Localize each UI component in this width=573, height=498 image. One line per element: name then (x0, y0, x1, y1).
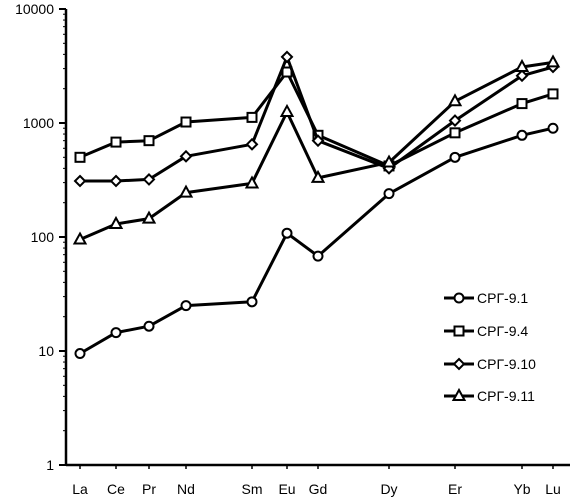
data-point (280, 50, 294, 64)
data-point (72, 231, 88, 245)
legend-label: СРГ-9.10 (477, 356, 536, 372)
data-point (447, 93, 463, 107)
data-point (514, 58, 530, 72)
data-point (281, 227, 293, 239)
legend-marker (452, 357, 466, 371)
legend-label: СРГ-9.4 (477, 323, 528, 339)
x-tick-label: Gd (309, 481, 328, 497)
data-point (143, 320, 155, 332)
data-point (142, 172, 156, 186)
x-tick-label: Sm (242, 481, 263, 497)
x-tick-label: Yb (513, 481, 530, 497)
legend-marker (453, 325, 465, 337)
data-point (515, 69, 529, 83)
data-point (449, 151, 461, 163)
data-point (246, 296, 258, 308)
data-point (448, 114, 462, 127)
legend-label: СРГ-9.11 (477, 388, 535, 404)
data-point (310, 169, 326, 183)
series-line (80, 55, 554, 183)
y-tick-label: 100 (31, 229, 55, 245)
legend-label: СРГ-9.1 (477, 290, 528, 306)
data-point (110, 327, 122, 339)
data-point (545, 54, 561, 68)
x-tick-label: Ce (107, 481, 125, 497)
data-point (245, 137, 259, 151)
data-point (383, 188, 395, 200)
data-point (311, 134, 325, 148)
data-point (108, 215, 124, 230)
data-point (143, 135, 155, 147)
data-point (246, 111, 258, 123)
axes: 1 10 100 1000 10000 La Ce Pr Nd Sm Eu Gd Dy Er Yb Lu (15, 1, 570, 497)
legend: СРГ-9.1 СРГ-9.4 СРГ-9.10 СРГ-9.11 (444, 290, 536, 404)
data-point (180, 300, 192, 312)
series-4 (72, 54, 561, 245)
data-point (74, 348, 86, 360)
data-point (179, 149, 193, 163)
legend-item: СРГ-9.11 (444, 387, 535, 404)
data-point (73, 174, 87, 188)
series-2 (74, 66, 559, 172)
y-tick-label: 1 (46, 457, 54, 473)
legend-item: СРГ-9.10 (444, 356, 536, 372)
data-point (180, 116, 192, 128)
legend-item: СРГ-9.4 (444, 323, 528, 339)
series-1 (74, 122, 559, 360)
x-tick-label: Pr (142, 481, 156, 497)
data-point (516, 98, 528, 110)
data-point (516, 129, 528, 141)
data-point (74, 151, 86, 163)
series-line (79, 126, 554, 355)
data-point (244, 175, 260, 189)
series-layer (72, 50, 561, 360)
x-tick-label: La (72, 481, 88, 497)
x-tick-label: Nd (177, 481, 195, 497)
data-point (109, 174, 123, 188)
data-point (110, 136, 122, 148)
data-point (381, 154, 397, 168)
y-tick-label: 1000 (23, 115, 54, 131)
data-point (547, 88, 559, 100)
data-point (547, 122, 559, 134)
series-line (79, 60, 554, 241)
data-point (141, 210, 157, 224)
legend-marker (451, 387, 467, 401)
x-tick-label: Eu (278, 481, 295, 497)
x-tick-label: Lu (545, 481, 561, 497)
data-point (449, 127, 461, 139)
data-point (279, 103, 295, 117)
data-point (312, 250, 324, 262)
legend-marker (453, 292, 465, 304)
y-tick-label: 10 (38, 343, 54, 359)
x-tick-label: Er (448, 481, 462, 497)
x-tick-label: Dy (380, 481, 397, 497)
data-point (178, 184, 194, 198)
legend-item: СРГ-9.1 (444, 290, 528, 306)
series-3 (73, 50, 560, 188)
y-tick-label: 10000 (15, 1, 54, 17)
